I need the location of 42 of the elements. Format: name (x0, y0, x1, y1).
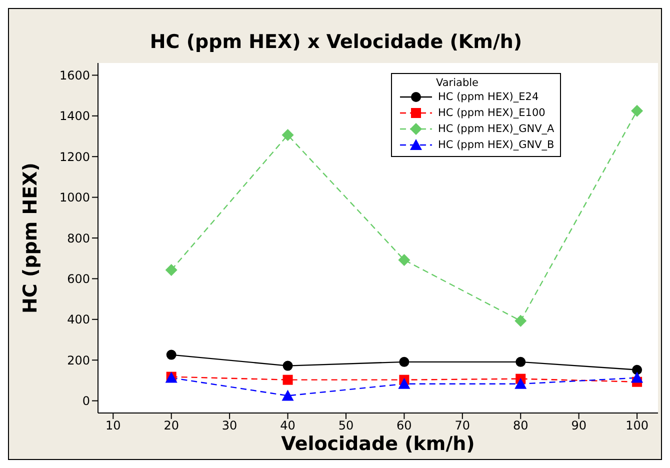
y-tick-label: 1000 (59, 190, 90, 205)
legend-label: HC (ppm HEX)_E24 (438, 91, 539, 103)
point (282, 360, 293, 371)
y-tick-label: 400 (67, 312, 90, 327)
x-tick-label: 30 (222, 418, 238, 433)
legend-label: HC (ppm HEX)_GNV_A (438, 123, 554, 135)
legend-label: HC (ppm HEX)_E100 (438, 107, 546, 119)
legend-label: HC (ppm HEX)_GNV_B (438, 139, 554, 151)
point (632, 364, 642, 375)
point (398, 378, 410, 389)
y-tick-label: 800 (67, 231, 90, 246)
point (166, 350, 176, 360)
x-tick-label: 10 (105, 418, 121, 433)
x-tick-label: 50 (338, 418, 354, 433)
y-tick-label: 1600 (59, 68, 90, 82)
y-tick-label: 0 (82, 394, 90, 408)
point (399, 356, 410, 367)
y-tick-label: 1200 (59, 150, 90, 164)
point (398, 254, 410, 266)
point (282, 374, 293, 385)
x-tick-label: 100 (626, 418, 648, 433)
point (282, 129, 294, 142)
x-tick-label: 20 (164, 418, 179, 433)
x-tick-label: 70 (454, 418, 470, 433)
y-axis-title: HC (ppm HEX) (19, 162, 42, 314)
point (631, 104, 644, 117)
x-tick-label: 60 (396, 418, 412, 433)
point (514, 378, 527, 389)
x-axis-title: Velocidade (km/h) (280, 433, 476, 455)
point (282, 390, 294, 401)
y-tick-label: 600 (67, 272, 90, 286)
y-tick-label: 200 (67, 353, 90, 368)
x-tick-label: 90 (571, 418, 586, 433)
chart-title: HC (ppm HEX) x Velocidade (Km/h) (148, 31, 524, 53)
legend-title: Variable (435, 77, 480, 89)
point (516, 356, 526, 367)
x-tick-label: 40 (280, 418, 296, 433)
point (631, 372, 644, 383)
x-tick-label: 80 (512, 418, 528, 433)
point (514, 314, 527, 327)
point (165, 264, 178, 276)
y-tick-label: 1400 (59, 109, 90, 124)
